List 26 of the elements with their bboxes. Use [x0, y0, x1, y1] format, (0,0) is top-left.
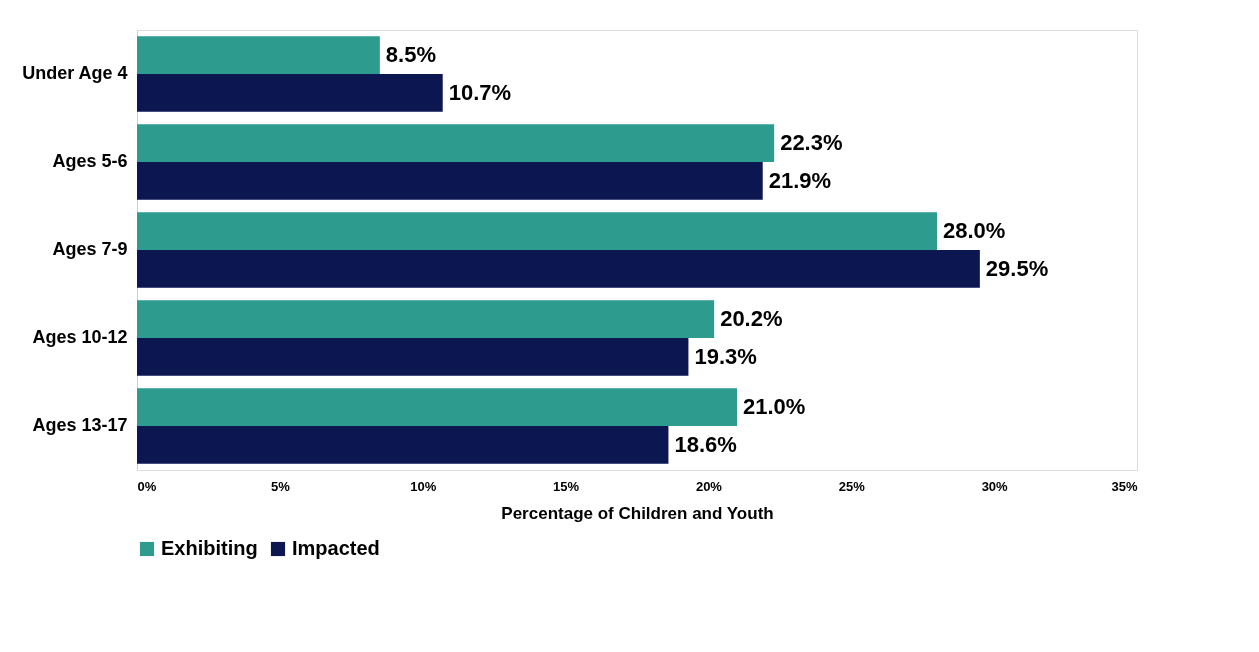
- data-label: 10.7%: [448, 79, 512, 105]
- x-tick-label: 10%: [410, 478, 437, 494]
- legend-label: Impacted: [292, 537, 380, 559]
- x-tick-label: 35%: [1111, 478, 1138, 494]
- x-tick-label: 0%: [137, 478, 157, 494]
- data-label: 22.3%: [780, 130, 843, 156]
- data-label: 28.0%: [943, 218, 1006, 244]
- y-tick-label: Ages 7-9: [52, 239, 128, 259]
- data-label: 29.5%: [985, 255, 1049, 281]
- data-label: 19.3%: [694, 343, 757, 369]
- y-tick-label: Ages 13-17: [32, 415, 128, 435]
- y-tick-label: Under Age 4: [22, 63, 128, 83]
- x-axis-title: Percentage of Children and Youth: [501, 503, 774, 523]
- x-tick-label: 30%: [981, 478, 1009, 494]
- x-tick-label: 5%: [270, 478, 291, 494]
- data-label: 20.2%: [720, 306, 783, 332]
- x-tick-label: 25%: [838, 478, 866, 494]
- data-label: 18.6%: [674, 431, 737, 457]
- x-tick-label: 20%: [695, 478, 723, 494]
- legend-label: Exhibiting: [161, 537, 258, 559]
- data-label: 8.5%: [385, 42, 437, 68]
- data-label: 21.0%: [743, 394, 806, 420]
- y-tick-label: Ages 10-12: [32, 327, 128, 347]
- y-tick-label: Ages 5-6: [52, 151, 128, 171]
- data-label: 21.9%: [768, 167, 832, 193]
- x-tick-label: 15%: [553, 478, 580, 494]
